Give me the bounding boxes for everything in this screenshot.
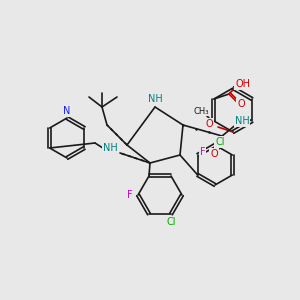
Text: N: N xyxy=(63,106,71,116)
Text: NH: NH xyxy=(235,116,249,126)
Text: CH₃: CH₃ xyxy=(193,106,209,116)
Text: NH: NH xyxy=(148,94,162,104)
Text: F: F xyxy=(127,190,133,200)
Text: O: O xyxy=(237,99,245,109)
Text: O: O xyxy=(210,149,218,159)
Text: Cl: Cl xyxy=(215,137,225,147)
Text: NH: NH xyxy=(103,143,117,153)
Text: Cl: Cl xyxy=(166,217,176,227)
Text: O: O xyxy=(205,119,213,129)
Text: OH: OH xyxy=(236,79,250,89)
Text: F: F xyxy=(200,147,206,157)
